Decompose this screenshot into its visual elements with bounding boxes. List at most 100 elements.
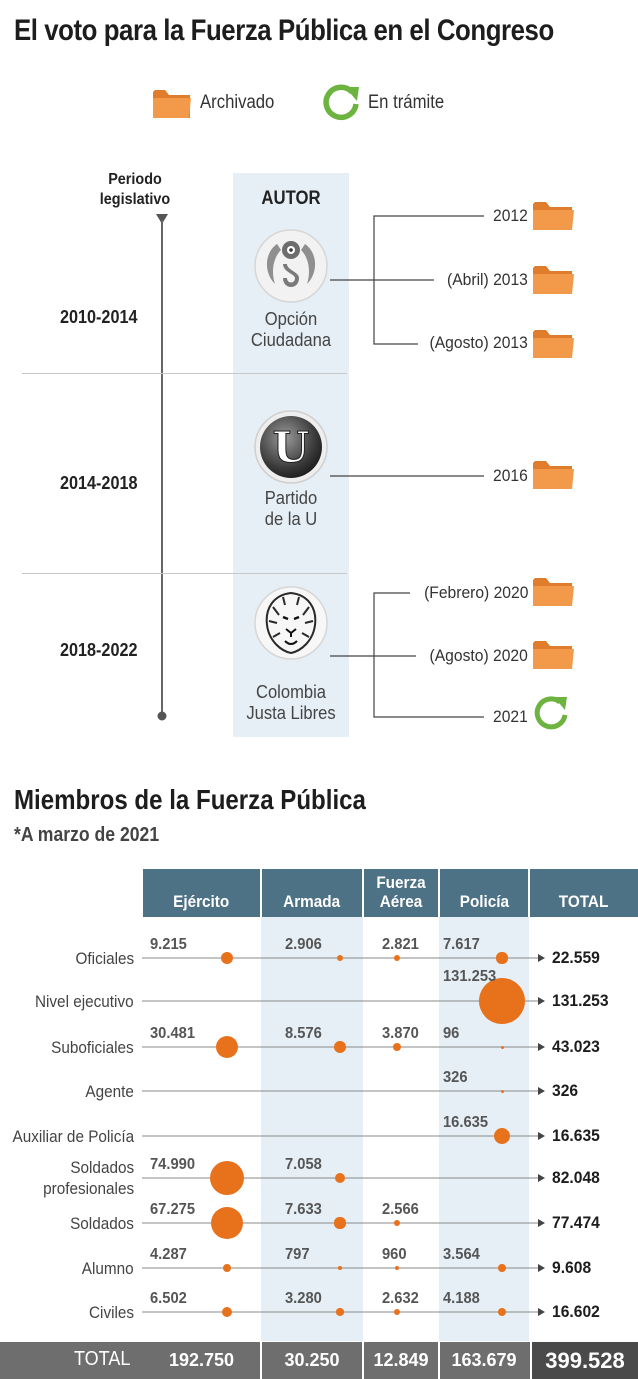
- value-label: 30.481: [150, 1025, 196, 1042]
- value-bubble: [209, 1160, 245, 1196]
- value-bubble: [334, 1041, 346, 1053]
- row-total: 22.559: [552, 948, 600, 967]
- value-bubble: [393, 1308, 401, 1316]
- value-bubble: [336, 954, 344, 962]
- partido-de-la-u-logo: U: [253, 409, 329, 485]
- value-label: 2.632: [382, 1290, 419, 1307]
- value-bubble: [334, 1217, 346, 1229]
- value-label: 2.566: [382, 1201, 419, 1218]
- value-bubble: [221, 1306, 233, 1318]
- arrow-icon: [538, 1043, 545, 1051]
- opcion-ciudadana-logo: [253, 228, 329, 304]
- row-label: Oficiales: [75, 948, 134, 968]
- value-label: 6.502: [150, 1290, 187, 1307]
- legend: Archivado En trámite: [150, 84, 470, 124]
- bill-label: (Agosto) 2013: [429, 333, 528, 352]
- value-label: 9.215: [150, 936, 187, 953]
- arrow-icon: [538, 954, 545, 962]
- arrow-icon: [538, 1219, 545, 1227]
- totals-divider: [362, 1342, 364, 1379]
- party-name: Partido de la U: [264, 488, 318, 529]
- column-band: [261, 917, 363, 1341]
- arrow-icon: [538, 1264, 545, 1272]
- value-bubble: [334, 1172, 346, 1184]
- period-label: 2014-2018: [60, 473, 138, 493]
- row-total: 77.474: [552, 1213, 600, 1232]
- arrow-icon: [538, 1132, 545, 1140]
- row-label: Soldados: [70, 1213, 134, 1233]
- value-bubble: [498, 1264, 506, 1272]
- value-bubble: [222, 1263, 232, 1273]
- legend-archived-label: Archivado: [200, 92, 275, 113]
- period-header: Periodo legislativo: [99, 171, 171, 208]
- bill-connectors: [330, 215, 484, 718]
- value-bubble: [393, 1219, 401, 1227]
- row-total: 131.253: [552, 991, 609, 1010]
- period-separator: [22, 573, 347, 574]
- members-title: Miembros de la Fuerza Pública: [14, 784, 366, 815]
- value-bubble: [493, 1127, 511, 1145]
- value-label: 3.564: [443, 1246, 480, 1263]
- totals-divider: [260, 1342, 262, 1379]
- value-label: 7.058: [285, 1156, 322, 1173]
- bill-label: (Agosto) 2020: [429, 646, 528, 665]
- total-value: 192.750: [168, 1350, 235, 1370]
- value-label: 7.617: [443, 936, 480, 953]
- total-value: 30.250: [284, 1350, 340, 1370]
- bill-status-icons: [533, 202, 574, 730]
- bill-label: 2021: [493, 707, 528, 726]
- refresh-icon: [323, 84, 359, 121]
- totals-row: [0, 1342, 530, 1379]
- column-header: Fuerza Aérea: [364, 869, 438, 917]
- value-label: 2.821: [382, 936, 419, 953]
- bill-label: 2012: [493, 206, 528, 225]
- value-label: 326: [443, 1069, 468, 1086]
- value-label: 3.870: [382, 1025, 419, 1042]
- author-header: AUTOR: [261, 188, 321, 209]
- value-label: 960: [382, 1246, 407, 1263]
- value-bubble: [338, 1266, 342, 1270]
- value-bubble: [479, 978, 525, 1024]
- row-label: Nivel ejecutivo: [35, 991, 134, 1011]
- bill-label: 2016: [493, 466, 528, 485]
- arrow-icon: [538, 1087, 545, 1095]
- bill-label: (Abril) 2013: [447, 270, 528, 289]
- row-total: 326: [552, 1081, 579, 1100]
- value-bubble: [336, 1308, 344, 1316]
- totals-divider: [438, 1342, 440, 1379]
- party-name: Opción Ciudadana: [250, 309, 332, 350]
- value-label: 8.576: [285, 1025, 322, 1042]
- totals-label: TOTAL: [74, 1348, 131, 1370]
- column-header: Ejército: [143, 869, 260, 917]
- row-total: 16.635: [552, 1126, 600, 1145]
- row-label: Civiles: [88, 1302, 134, 1322]
- value-label: 16.635: [443, 1114, 489, 1131]
- legend-pending-label: En trámite: [368, 92, 445, 113]
- row-label: Soldados profesionales: [42, 1158, 134, 1198]
- value-label: 4.287: [150, 1246, 187, 1263]
- value-label: 7.633: [285, 1201, 322, 1218]
- row-line: [142, 1132, 545, 1140]
- row-label: Alumno: [82, 1258, 134, 1278]
- value-bubble: [215, 1035, 239, 1059]
- arrow-icon: [538, 997, 545, 1005]
- partido-de-la-u-letter: U: [273, 423, 310, 472]
- value-label: 3.280: [285, 1290, 322, 1307]
- value-bubble: [395, 1266, 399, 1270]
- row-line: [142, 1087, 545, 1095]
- value-bubble: [496, 952, 508, 964]
- arrow-icon: [538, 1174, 545, 1182]
- bill-label: (Febrero) 2020: [423, 583, 528, 602]
- column-header: Policía: [440, 869, 528, 917]
- value-bubble: [220, 951, 234, 965]
- row-line: [142, 997, 545, 1005]
- members-note: *A marzo de 2021: [14, 824, 160, 846]
- column-header: TOTAL: [530, 869, 638, 917]
- row-total: 43.023: [552, 1037, 600, 1056]
- period-label: 2018-2022: [60, 640, 138, 660]
- folder-icon: [153, 90, 191, 118]
- value-label: 96: [443, 1025, 460, 1042]
- page-title: El voto para la Fuerza Pública en el Con…: [14, 14, 554, 47]
- period-separator: [22, 373, 347, 374]
- row-label: Auxiliar de Policía: [12, 1126, 134, 1146]
